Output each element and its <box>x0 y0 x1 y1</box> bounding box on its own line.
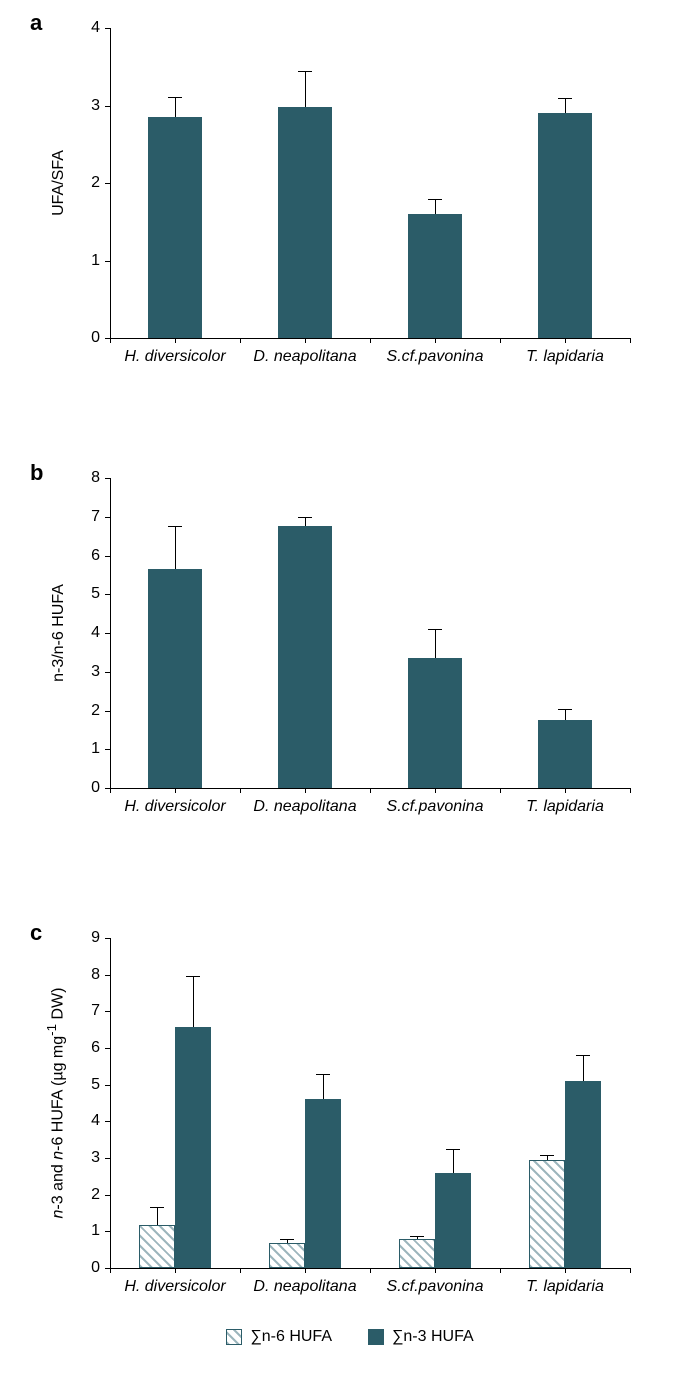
bar <box>435 1173 471 1268</box>
bar <box>408 658 461 788</box>
bar <box>269 1243 305 1268</box>
category-label: S.cf.pavonina <box>370 348 500 366</box>
category-label: D. neapolitana <box>240 1278 370 1296</box>
ytick-label: 1 <box>72 252 100 270</box>
ytick-label: 0 <box>72 329 100 347</box>
category-label: S.cf.pavonina <box>370 798 500 816</box>
legend-item: ∑n-6 HUFA <box>226 1328 332 1346</box>
panel-label: a <box>30 10 42 36</box>
category-label: T. lapidaria <box>500 348 630 366</box>
bar <box>538 113 591 338</box>
bar <box>529 1160 565 1268</box>
category-label: D. neapolitana <box>240 348 370 366</box>
category-label: H. diversicolor <box>110 1278 240 1296</box>
y-axis-label: n-3 and n-6 HUFA (µg mg-1 DW) <box>44 963 67 1243</box>
ytick-label: 9 <box>72 929 100 947</box>
ytick-label: 5 <box>72 585 100 603</box>
bar <box>278 107 331 338</box>
category-label: H. diversicolor <box>110 348 240 366</box>
y-axis-label: n-3/n-6 HUFA <box>50 553 68 713</box>
panel-label: b <box>30 460 43 486</box>
bar <box>538 720 591 788</box>
ytick-label: 6 <box>72 547 100 565</box>
legend-label: ∑n-3 HUFA <box>392 1328 474 1346</box>
ytick-label: 1 <box>72 1222 100 1240</box>
legend-label: ∑n-6 HUFA <box>250 1328 332 1346</box>
ytick-label: 4 <box>72 624 100 642</box>
bar <box>565 1081 601 1268</box>
bar <box>408 214 461 338</box>
ytick-label: 3 <box>72 97 100 115</box>
ytick-label: 2 <box>72 702 100 720</box>
ytick-label: 2 <box>72 1186 100 1204</box>
y-axis-label: UFA/SFA <box>50 103 68 263</box>
ytick-label: 6 <box>72 1039 100 1057</box>
ytick-label: 3 <box>72 1149 100 1167</box>
ytick-label: 4 <box>72 19 100 37</box>
legend-swatch <box>226 1329 242 1345</box>
legend-item: ∑n-3 HUFA <box>368 1328 474 1346</box>
panel-label: c <box>30 920 42 946</box>
ytick-label: 7 <box>72 508 100 526</box>
ytick-label: 0 <box>72 779 100 797</box>
bar <box>175 1027 211 1268</box>
category-label: T. lapidaria <box>500 798 630 816</box>
ytick-label: 1 <box>72 740 100 758</box>
bar <box>139 1225 175 1268</box>
bar <box>278 526 331 788</box>
bar <box>305 1099 341 1268</box>
ytick-label: 3 <box>72 663 100 681</box>
category-label: S.cf.pavonina <box>370 1278 500 1296</box>
ytick-label: 8 <box>72 966 100 984</box>
ytick-label: 2 <box>72 174 100 192</box>
legend: ∑n-6 HUFA ∑n-3 HUFA <box>170 1328 530 1346</box>
ytick-label: 4 <box>72 1112 100 1130</box>
ytick-label: 0 <box>72 1259 100 1277</box>
category-label: T. lapidaria <box>500 1278 630 1296</box>
bar <box>148 569 201 788</box>
bar <box>399 1239 435 1268</box>
ytick-label: 7 <box>72 1002 100 1020</box>
legend-swatch <box>368 1329 384 1345</box>
ytick-label: 8 <box>72 469 100 487</box>
category-label: D. neapolitana <box>240 798 370 816</box>
bar <box>148 117 201 338</box>
category-label: H. diversicolor <box>110 798 240 816</box>
ytick-label: 5 <box>72 1076 100 1094</box>
